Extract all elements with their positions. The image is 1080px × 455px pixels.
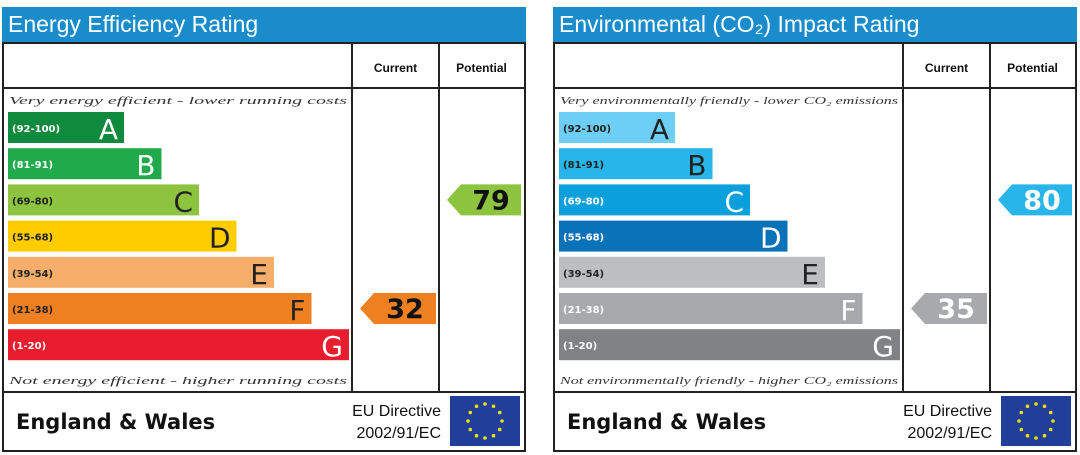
band-letter-f: F <box>289 294 305 327</box>
band-range-a: (92-100) <box>12 124 60 135</box>
eu-star-icon <box>491 404 496 409</box>
potential-arrow <box>998 184 1072 216</box>
potential-column-header: Potential <box>1007 61 1058 75</box>
top-note: Very energy efficient - lower running co… <box>9 96 347 107</box>
band-range-g: (1-20) <box>12 341 46 352</box>
eu-star-icon <box>1025 404 1030 409</box>
band-bar-f <box>8 293 312 324</box>
band-letter-a: A <box>99 113 118 146</box>
band-letter-a: A <box>650 113 669 146</box>
band-range-d: (55-68) <box>563 233 604 244</box>
band-letter-b: B <box>687 149 706 182</box>
band-range-b: (81-91) <box>12 160 53 171</box>
band-bar-d <box>559 220 788 252</box>
band-range-a: (92-100) <box>563 124 611 135</box>
band-letter-b: B <box>136 149 155 182</box>
band-letter-g: G <box>872 330 894 363</box>
band-range-e: (39-54) <box>563 269 604 280</box>
band-range-c: (69-80) <box>12 196 53 207</box>
footer-directive-line2: 2002/91/EC <box>356 425 441 442</box>
eu-star-icon <box>1017 419 1021 423</box>
eu-star-icon <box>1019 427 1024 432</box>
band-range-g: (1-20) <box>563 341 597 352</box>
environmental-impact-panel: Environmental (CO₂) Impact Rating Curren… <box>553 0 1077 452</box>
energy-efficiency-panel: Energy Efficiency Rating Current Potentia… <box>2 0 526 452</box>
band-letter-e: E <box>250 258 268 291</box>
eu-star-icon <box>1025 433 1030 438</box>
potential-score: 80 <box>1023 185 1061 216</box>
band-letter-d: D <box>760 222 782 255</box>
energy-rating-chart: Current Potential Very energy efficient - … <box>4 44 524 446</box>
footer-region: England & Wales <box>16 410 215 434</box>
band-bar-c <box>559 184 750 216</box>
eu-star-icon <box>483 436 487 440</box>
band-bar-b <box>559 148 713 180</box>
eu-star-icon <box>1051 419 1055 423</box>
eu-star-icon <box>474 433 479 438</box>
footer-directive-line1: EU Directive <box>903 403 992 420</box>
band-letter-c: C <box>173 185 193 218</box>
current-column-header: Current <box>925 61 968 75</box>
eu-star-icon <box>1019 410 1024 415</box>
band-letter-d: D <box>209 222 231 255</box>
band-bar-g <box>559 329 900 361</box>
footer-directive-line1: EU Directive <box>352 403 441 420</box>
current-column-header: Current <box>374 61 417 75</box>
bottom-note: Not energy efficient - higher running co… <box>7 376 347 387</box>
band-range-c: (69-80) <box>563 196 604 207</box>
band-range-b: (81-91) <box>563 160 604 171</box>
band-bar-d <box>8 220 237 252</box>
bottom-note: Not environmentally friendly - higher CO… <box>558 376 898 387</box>
energy-chart-box: Current Potential Very energy efficient - … <box>2 42 526 452</box>
band-bar-f <box>559 293 863 324</box>
band-range-f: (21-38) <box>12 305 53 316</box>
eu-star-icon <box>1048 410 1053 415</box>
env-panel-title: Environmental (CO₂) Impact Rating <box>553 7 1077 42</box>
band-letter-e: E <box>801 258 819 291</box>
band-range-d: (55-68) <box>12 233 53 244</box>
top-note: Very environmentally friendly - lower CO… <box>560 96 898 107</box>
current-arrow <box>911 293 987 324</box>
current-score: 35 <box>937 294 975 325</box>
band-letter-g: G <box>321 330 343 363</box>
current-score: 32 <box>386 294 424 325</box>
band-letter-c: C <box>724 185 744 218</box>
band-bar-a <box>8 112 124 143</box>
band-range-f: (21-38) <box>563 305 604 316</box>
eu-star-icon <box>1034 436 1038 440</box>
potential-arrow <box>447 184 521 216</box>
eu-star-icon <box>468 427 473 432</box>
eu-star-icon <box>497 427 502 432</box>
eu-star-icon <box>1042 433 1047 438</box>
eu-star-icon <box>491 433 496 438</box>
eu-star-icon <box>468 410 473 415</box>
eu-star-icon <box>500 419 504 423</box>
footer-directive-line2: 2002/91/EC <box>907 425 992 442</box>
eu-star-icon <box>497 410 502 415</box>
eu-star-icon <box>1034 402 1038 406</box>
potential-column-header: Potential <box>456 61 507 75</box>
band-bar-e <box>559 256 825 288</box>
band-bar-e <box>8 256 274 288</box>
eu-star-icon <box>474 404 479 409</box>
energy-panel-title: Energy Efficiency Rating <box>2 7 526 42</box>
eu-star-icon <box>483 402 487 406</box>
env-chart-box: Current Potential Very environmentally fri… <box>553 42 1077 452</box>
eu-star-icon <box>1048 427 1053 432</box>
band-range-e: (39-54) <box>12 269 53 280</box>
band-bar-g <box>8 329 349 361</box>
band-bar-a <box>559 112 675 143</box>
band-letter-f: F <box>840 294 856 327</box>
eu-star-icon <box>1042 404 1047 409</box>
band-bar-c <box>8 184 199 216</box>
band-bar-b <box>8 148 162 180</box>
env-rating-chart: Current Potential Very environmentally fri… <box>555 44 1075 446</box>
footer-region: England & Wales <box>567 410 766 434</box>
current-arrow <box>360 293 436 324</box>
eu-star-icon <box>466 419 470 423</box>
potential-score: 79 <box>472 185 510 216</box>
